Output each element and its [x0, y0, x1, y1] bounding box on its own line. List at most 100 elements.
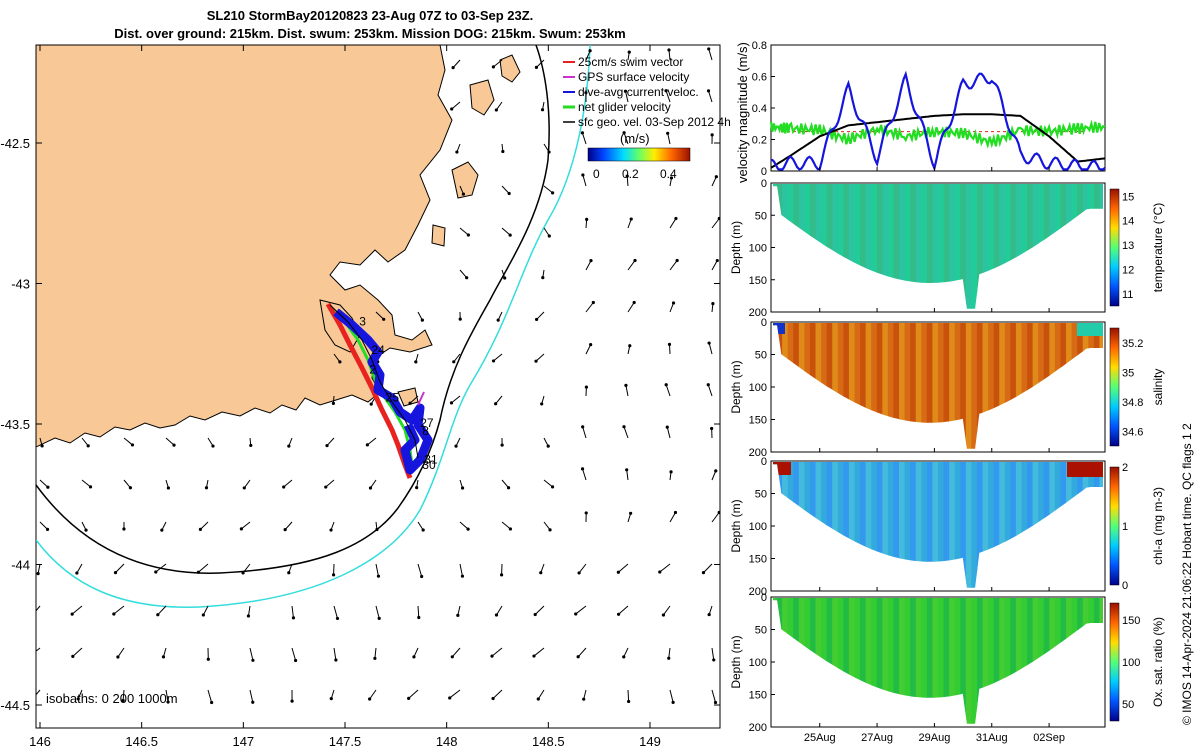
colorbar-tick-label: 0	[1122, 580, 1128, 592]
velocity-arrow-head	[325, 443, 329, 448]
velocity-arrow	[534, 605, 545, 615]
velocity-arrow	[669, 512, 676, 523]
colorbar-label: salinity	[1151, 369, 1165, 406]
velocity-arrow	[374, 647, 377, 659]
velocity-arrow-head	[31, 697, 34, 700]
velocity-arrow	[627, 260, 636, 271]
velocity-arrow-head	[239, 527, 244, 531]
colorbar-tick-label: 35.2	[1122, 338, 1143, 350]
velocity-arrow-head	[377, 616, 381, 620]
velocity-arrow-head	[456, 613, 460, 617]
section-cell	[887, 184, 894, 309]
velocity-arrow-head	[160, 528, 164, 532]
map-xtick-label: 146	[29, 734, 51, 749]
section-ytick-label: 100	[749, 521, 767, 533]
section-cell	[843, 598, 850, 724]
velocity-arrow-head	[461, 192, 466, 196]
velocity-arrow	[668, 344, 671, 355]
section-cell	[865, 462, 872, 588]
section-ytick-label: 50	[755, 210, 767, 222]
section-cell	[1015, 323, 1022, 449]
velocity-arrow	[669, 260, 678, 271]
velocity-arrow	[585, 302, 594, 313]
section-cell	[960, 323, 967, 449]
map-ytick-label: -43.5	[0, 417, 30, 432]
swim-vector-track	[325, 302, 413, 479]
section-colorbar	[1109, 466, 1120, 586]
velocity-arrow-head	[466, 527, 470, 531]
velocity-arrow	[582, 174, 587, 187]
section-cell	[854, 323, 861, 449]
section-cell	[982, 323, 989, 449]
land-island	[499, 54, 521, 83]
section-cell	[910, 323, 917, 449]
velocity-arrow-head	[671, 301, 676, 305]
legend-swim-label: 25cm/s swim vector	[578, 55, 683, 69]
velocity-arrow	[668, 647, 671, 659]
velocity-arrow-head	[666, 131, 670, 135]
legend-geo-label: sfc geo. vel. 03-Sep 2012 4h	[578, 115, 731, 129]
section-cell	[826, 462, 833, 588]
velocity-arrow	[491, 647, 503, 657]
section-cell	[904, 184, 911, 309]
section-cell	[826, 184, 833, 309]
map-ytick-label: -44.5	[0, 698, 30, 713]
section-panel: 0 50 100 150 200 Depth (m) 34.6 34.8 35 35.2 salin…	[729, 317, 1165, 459]
section-cell	[832, 184, 839, 309]
section-cell	[848, 323, 855, 449]
velocity-arrow-head	[539, 571, 543, 575]
section-ytick-label: 200	[749, 307, 767, 319]
velocity-arrow-head	[28, 654, 31, 657]
section-cell	[932, 598, 939, 724]
legend-current-label: dive-avg current veloc.	[578, 85, 699, 99]
velocity-arrow-head	[450, 655, 454, 659]
velocity-arrow	[117, 647, 125, 658]
velocity-arrow-head	[466, 233, 470, 237]
velocity-arrow-head	[455, 150, 459, 154]
velocity-arrow-head	[536, 697, 540, 701]
colorbar-tick-label: 14	[1122, 216, 1134, 228]
velocity-arrow	[501, 521, 511, 530]
section-cell	[1021, 184, 1028, 309]
velocity-arrow-head	[365, 443, 369, 447]
velocity-arrow-head	[622, 131, 626, 135]
section-cell	[976, 323, 984, 449]
velocity-arrow	[663, 605, 671, 616]
velocity-arrow-head	[324, 485, 328, 489]
velocity-arrow	[409, 395, 419, 404]
map-legend: 25cm/s swim vector GPS surface velocity …	[563, 55, 731, 181]
velocity-arrow	[122, 689, 125, 701]
velocity-arrow-head	[540, 108, 545, 112]
velocity-arrow	[625, 385, 629, 397]
section-cell	[887, 598, 894, 724]
velocity-arrow	[367, 437, 377, 446]
section-ytick-label: 50	[755, 625, 767, 637]
section-cell	[949, 462, 956, 588]
velocity-arrow	[493, 59, 503, 68]
velocity-arrow-head	[707, 612, 711, 617]
velocity-arrow-head	[706, 383, 710, 387]
velocity-arrow-head	[713, 700, 718, 705]
section-cell	[971, 184, 978, 309]
velocity-arrow-head	[532, 654, 536, 658]
velocity-arrow-head	[75, 571, 79, 575]
velocity-arrow-head	[382, 317, 386, 321]
velocity-arrow	[333, 605, 338, 619]
velocity-arrow	[36, 605, 41, 612]
velocity-arrow	[39, 521, 48, 530]
section-ytick-label: 0	[761, 456, 767, 468]
section-ylabel: Depth (m)	[729, 635, 743, 688]
section-ylabel: Depth (m)	[729, 221, 743, 274]
section-cell	[999, 323, 1006, 449]
section-cell	[971, 462, 978, 588]
velocity-arrow-head	[31, 613, 34, 616]
section-cell	[1015, 598, 1022, 724]
section-panel: 0 50 100 150 200 Depth (m) 50 100 150 Ox. sat. ra…	[729, 592, 1165, 734]
section-cell	[1027, 462, 1034, 588]
section-cell	[988, 462, 995, 588]
velocity-arrow	[582, 426, 587, 439]
section-ytick-label: 150	[749, 415, 767, 427]
velocity-arrow-head	[673, 510, 678, 515]
colorbar-tick-label: 34.6	[1122, 426, 1143, 438]
velocity-arrow-head	[665, 425, 669, 429]
